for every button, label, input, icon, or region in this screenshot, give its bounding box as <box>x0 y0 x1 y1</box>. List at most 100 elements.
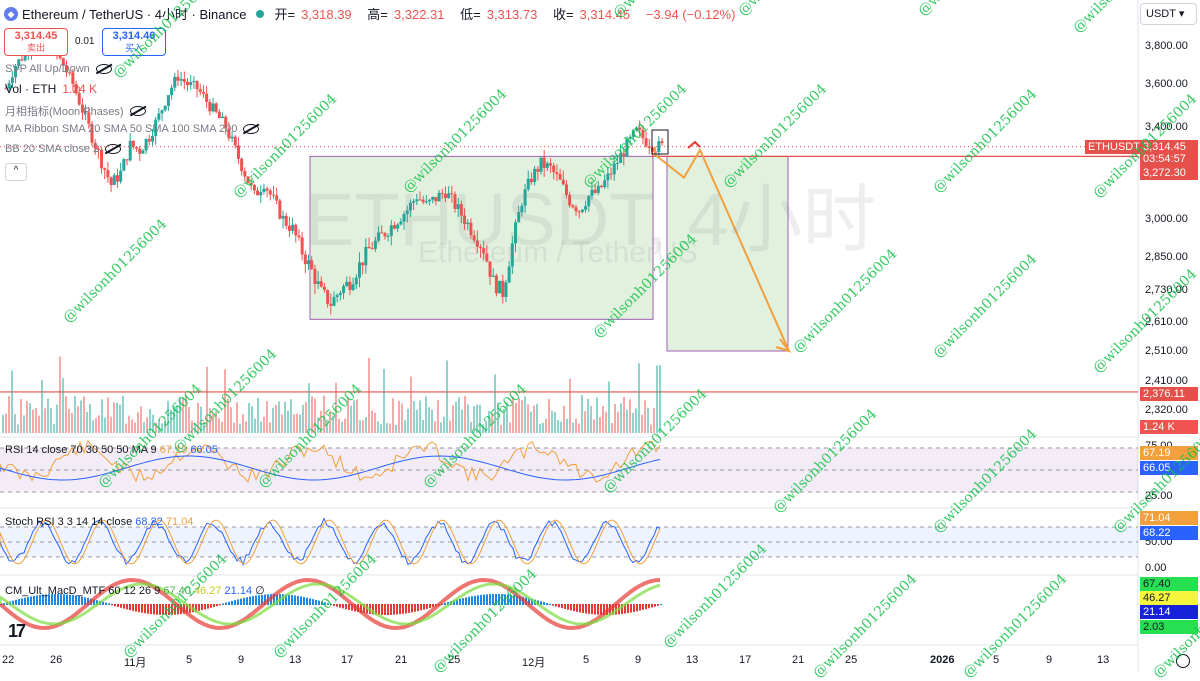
candle <box>109 177 113 185</box>
tradingview-logo[interactable]: 17 <box>8 621 26 641</box>
volume-bar <box>2 415 4 433</box>
macd-histogram-bar <box>300 596 302 605</box>
candle <box>71 72 75 85</box>
rsi-legend[interactable]: RSI 14 close 70 30 50 50 MA 9 67.19 66.0… <box>5 444 218 456</box>
buy-button[interactable]: 3,314.46 买入 <box>102 28 166 56</box>
macd-histogram-bar <box>207 604 209 609</box>
volume-bar <box>581 395 583 433</box>
currency-selector[interactable]: USDT ▾ <box>1140 3 1197 25</box>
macd-histogram-bar <box>81 596 83 605</box>
volume-bar <box>245 421 247 433</box>
ethereum-icon: ◆ <box>4 6 18 21</box>
candle <box>268 190 272 195</box>
sell-button[interactable]: 3,314.45 卖出 <box>4 28 68 56</box>
hidden-eye-icon[interactable] <box>243 124 260 134</box>
volume-bar <box>536 403 538 433</box>
indicator-svp[interactable]: SVP All Up/Down <box>5 63 112 75</box>
volume-bar <box>128 415 130 433</box>
candle <box>10 77 14 84</box>
macd-histogram-bar <box>294 595 296 605</box>
collapse-legend-button[interactable]: ^ <box>5 163 27 181</box>
stoch-rsi-legend[interactable]: Stoch RSI 3 3 14 14 close 68.22 71.04 <box>5 516 194 528</box>
volume-bar <box>392 398 394 433</box>
hidden-eye-icon[interactable] <box>129 106 146 116</box>
hidden-eye-icon[interactable] <box>105 144 122 154</box>
candle <box>297 235 301 238</box>
volume-bar <box>650 424 652 433</box>
volume-bar <box>365 417 367 433</box>
price-axis-label: 2,730.00 <box>1145 284 1188 296</box>
volume-bar <box>185 395 187 433</box>
volume-tag: 1.24 K <box>1140 420 1198 434</box>
volume-bar <box>554 411 556 433</box>
indicator-moon-phases[interactable]: 月相指标(Moon Phases) <box>5 103 146 119</box>
macd-histogram-bar <box>636 604 638 612</box>
macd-histogram-bar <box>594 604 596 615</box>
indicator-bb[interactable]: BB 20 SMA close 2 <box>5 143 122 155</box>
time-axis-label: 2026 <box>930 654 955 666</box>
volume-bar <box>152 414 154 433</box>
macd-histogram-bar <box>48 594 50 605</box>
candle <box>628 136 632 139</box>
indicator-ma-ribbon[interactable]: MA Ribbon SMA 20 SMA 50 SMA 100 SMA 200 <box>5 123 260 135</box>
macd-histogram-bar <box>156 604 158 615</box>
candle <box>217 111 221 119</box>
candle <box>574 207 578 212</box>
volume-bar <box>647 407 649 433</box>
volume-bar <box>212 414 214 433</box>
candle <box>96 148 100 150</box>
candle <box>122 159 126 171</box>
volume-bar <box>164 421 166 433</box>
volume-bar <box>230 407 232 433</box>
volume-bar <box>77 406 79 433</box>
macd-histogram-bar <box>225 602 227 605</box>
volume-bar <box>278 401 280 433</box>
candle <box>179 78 183 81</box>
symbol-title[interactable]: Ethereum / TetherUS · 4小时 · Binance <box>22 7 247 22</box>
candle <box>529 178 533 183</box>
volume-bar <box>26 400 28 433</box>
candle <box>189 81 193 86</box>
settings-icon[interactable] <box>1176 654 1190 668</box>
indicator-volume[interactable]: Vol · ETH 1.24 K <box>5 82 98 96</box>
volume-bar <box>215 411 217 433</box>
macd-value-3-tag: 21.14 <box>1140 605 1198 619</box>
macd-legend[interactable]: CM_Ult_MacD_MTF 60 12 26 9 67.40 46.27 2… <box>5 585 265 597</box>
candle <box>478 246 482 249</box>
time-axis-label: 26 <box>50 654 63 666</box>
candle <box>517 212 521 223</box>
candle <box>475 240 479 247</box>
volume-bar <box>389 423 391 433</box>
volume-bar <box>572 422 574 433</box>
macd-histogram-bar <box>153 604 155 615</box>
macd-histogram-bar <box>15 599 17 605</box>
volume-bar <box>659 364 661 433</box>
volume-bar <box>416 409 418 433</box>
macd-histogram-bar <box>624 604 626 614</box>
candle <box>224 116 228 129</box>
macd-histogram-bar <box>612 604 614 615</box>
macd-histogram-bar <box>222 603 224 605</box>
macd-histogram-bar <box>642 604 644 610</box>
volume-bar <box>104 417 106 433</box>
macd-histogram-bar <box>321 601 323 605</box>
volume-bar <box>434 421 436 433</box>
macd-histogram-bar <box>528 598 530 605</box>
candle <box>233 136 237 146</box>
volume-bar <box>89 403 91 433</box>
volume-bar <box>446 360 448 433</box>
volume-bar <box>491 413 493 433</box>
candle <box>660 141 664 144</box>
candle <box>619 153 623 163</box>
macd-histogram-bar <box>597 604 599 615</box>
macd-histogram-bar <box>78 596 80 605</box>
volume-bar <box>605 411 607 433</box>
macd-histogram-bar <box>144 604 146 614</box>
hidden-eye-icon[interactable] <box>95 64 112 74</box>
macd-histogram-bar <box>540 601 542 605</box>
macd-histogram-bar <box>570 604 572 611</box>
volume-bar <box>275 404 277 433</box>
rsi-value-tag: 67.19 <box>1140 446 1198 460</box>
volume-bar <box>140 406 142 433</box>
